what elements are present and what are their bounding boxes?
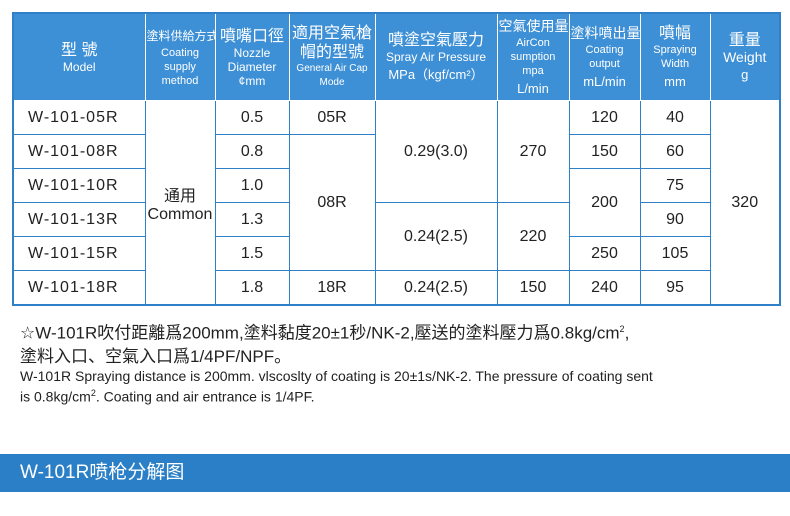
nozzle-cell: 1.8 xyxy=(214,270,290,306)
header-pressure-unit: MPa（kgf/cm²） xyxy=(388,67,484,82)
header-width: 噴幅 Spraying Width mm xyxy=(639,12,711,101)
pressure-cell: 0.29(3.0) xyxy=(374,100,498,203)
header-weight-en: Weight xyxy=(723,49,767,65)
note-en-text-b: . Coating and air entrance is 1/4PF. xyxy=(95,388,315,405)
method-zh: 通用 xyxy=(163,187,196,205)
note-zh-line-2: 塗料入口、空氣入口爲1/4PF/NPF。 xyxy=(20,346,292,366)
header-model-zh: 型 號 xyxy=(61,41,98,59)
weight-cell: 320 xyxy=(709,100,781,306)
cap-cell: 05R xyxy=(288,100,376,135)
width-cell: 40 xyxy=(639,100,711,135)
header-width-en: Spraying Width xyxy=(653,44,697,70)
cap-cell: 08R xyxy=(288,134,376,271)
output-cell: 120 xyxy=(568,100,641,135)
table-row: W-101-05R 通用 Common 0.5 05R 0.29(3.0) 27… xyxy=(12,100,781,306)
header-method-zh: 塗料供給方式 xyxy=(146,28,215,43)
header-pressure-zh: 噴塗空氣壓力 xyxy=(387,32,484,49)
header-output: 塗料噴出量 Coating output mL/min xyxy=(568,12,641,101)
header-method: 塗料供給方式 Coating supply method xyxy=(144,12,216,101)
header-nozzle-unit: ¢mm xyxy=(238,73,266,88)
note-en-text-a: is 0.8kg/cm xyxy=(20,388,91,405)
note-zh-sup: 2 xyxy=(619,324,625,334)
width-cell: 90 xyxy=(639,202,711,237)
width-cell: 75 xyxy=(639,168,711,203)
model-cell: W-101-18R xyxy=(12,270,146,306)
header-weight-unit: g xyxy=(741,67,749,82)
model-cell: W-101-05R xyxy=(12,100,146,135)
note-zh-text-1: ☆W-101R吹付距離爲200mm,塗料黏度20±1秒/NK-2,壓送的塗料壓力… xyxy=(20,323,620,343)
note-en-line-1: W-101R Spraying distance is 200mm. vlsco… xyxy=(20,367,653,384)
header-nozzle: 噴嘴口徑 Nozzle Diameter ¢mm xyxy=(214,12,290,101)
header-aircon-en: AirCon sumption mpa xyxy=(510,37,556,77)
nozzle-cell: 0.8 xyxy=(214,134,290,169)
nozzle-cell: 1.0 xyxy=(214,168,290,203)
header-method-en: Coating supply method xyxy=(161,46,199,87)
note-en-sup: 2 xyxy=(90,387,96,398)
header-output-unit: mL/min xyxy=(583,74,626,89)
nozzle-cell: 1.5 xyxy=(214,236,290,271)
output-cell: 200 xyxy=(568,168,641,237)
header-model-en: Model xyxy=(62,59,96,74)
output-cell: 250 xyxy=(568,236,641,271)
pressure-cell: 0.24(2.5) xyxy=(374,270,498,306)
nozzle-cell: 1.3 xyxy=(214,202,290,237)
cap-cell: 18R xyxy=(288,270,376,306)
method-cell: 通用 Common xyxy=(144,100,216,306)
aircon-cell: 220 xyxy=(496,202,570,271)
width-cell: 95 xyxy=(639,270,711,306)
table-row: W-101-18R 1.8 18R 0.24(2.5) 150 240 95 xyxy=(12,270,780,306)
section-banner: W-101R喷枪分解图 xyxy=(0,454,790,492)
header-cap-en: General Air Cap Mode xyxy=(296,63,368,88)
header-aircon-zh: 空氣使用量 xyxy=(498,18,569,34)
output-cell: 150 xyxy=(568,134,641,169)
header-weight-zh: 重量 xyxy=(728,32,761,49)
note-en-line-2: is 0.8kg/cm2. Coating and air entrance i… xyxy=(20,385,780,406)
header-pressure: 噴塗空氣壓力 Spray Air Pressure MPa（kgf/cm²） xyxy=(374,12,498,101)
header-width-unit: mm xyxy=(664,74,686,89)
nozzle-cell: 0.5 xyxy=(214,100,290,135)
header-cap: 適用空氣槍帽的型號 General Air Cap Mode xyxy=(288,12,376,101)
note-zh-line-1: ☆W-101R吹付距離爲200mm,塗料黏度20±1秒/NK-2,壓送的塗料壓力… xyxy=(20,318,780,345)
model-cell: W-101-10R xyxy=(12,168,146,203)
header-weight: 重量 Weight g xyxy=(709,12,781,101)
banner-title: W-101R喷枪分解图 xyxy=(20,462,185,483)
header-output-zh: 塗料噴出量 xyxy=(570,25,640,41)
spec-table: 型 號 Model 塗料供給方式 Coating supply method 噴… xyxy=(12,12,781,306)
header-row: 型 號 Model 塗料供給方式 Coating supply method 噴… xyxy=(12,12,781,101)
header-pressure-en: Spray Air Pressure xyxy=(385,50,487,64)
header-aircon-unit: L/min xyxy=(517,81,549,96)
note-zh-end: , xyxy=(624,323,630,343)
header-width-zh: 噴幅 xyxy=(658,25,691,42)
model-cell: W-101-15R xyxy=(12,236,146,271)
header-output-en: Coating output xyxy=(585,44,624,70)
width-cell: 60 xyxy=(639,134,711,169)
header-nozzle-en: Nozzle Diameter xyxy=(227,45,277,74)
aircon-cell: 150 xyxy=(496,270,570,306)
header-cap-zh: 適用空氣槍帽的型號 xyxy=(291,25,372,61)
model-cell: W-101-08R xyxy=(12,134,146,169)
aircon-cell: 270 xyxy=(496,100,570,203)
spec-note: ☆W-101R吹付距離爲200mm,塗料黏度20±1秒/NK-2,壓送的塗料壓力… xyxy=(20,318,780,405)
output-cell: 240 xyxy=(568,270,641,306)
table-row: W-101-10R 1.0 200 75 xyxy=(12,168,780,237)
table-row: W-101-15R 1.5 250 105 xyxy=(12,236,780,271)
width-cell: 105 xyxy=(639,236,711,271)
header-aircon: 空氣使用量 AirCon sumption mpa L/min xyxy=(496,12,570,101)
header-model: 型 號 Model xyxy=(12,12,146,101)
header-nozzle-zh: 噴嘴口徑 xyxy=(219,27,284,45)
table-row: W-101-13R 1.3 0.24(2.5) 220 90 xyxy=(12,202,780,271)
method-en: Common xyxy=(147,205,213,223)
pressure-cell: 0.24(2.5) xyxy=(374,202,498,271)
model-cell: W-101-13R xyxy=(12,202,146,237)
